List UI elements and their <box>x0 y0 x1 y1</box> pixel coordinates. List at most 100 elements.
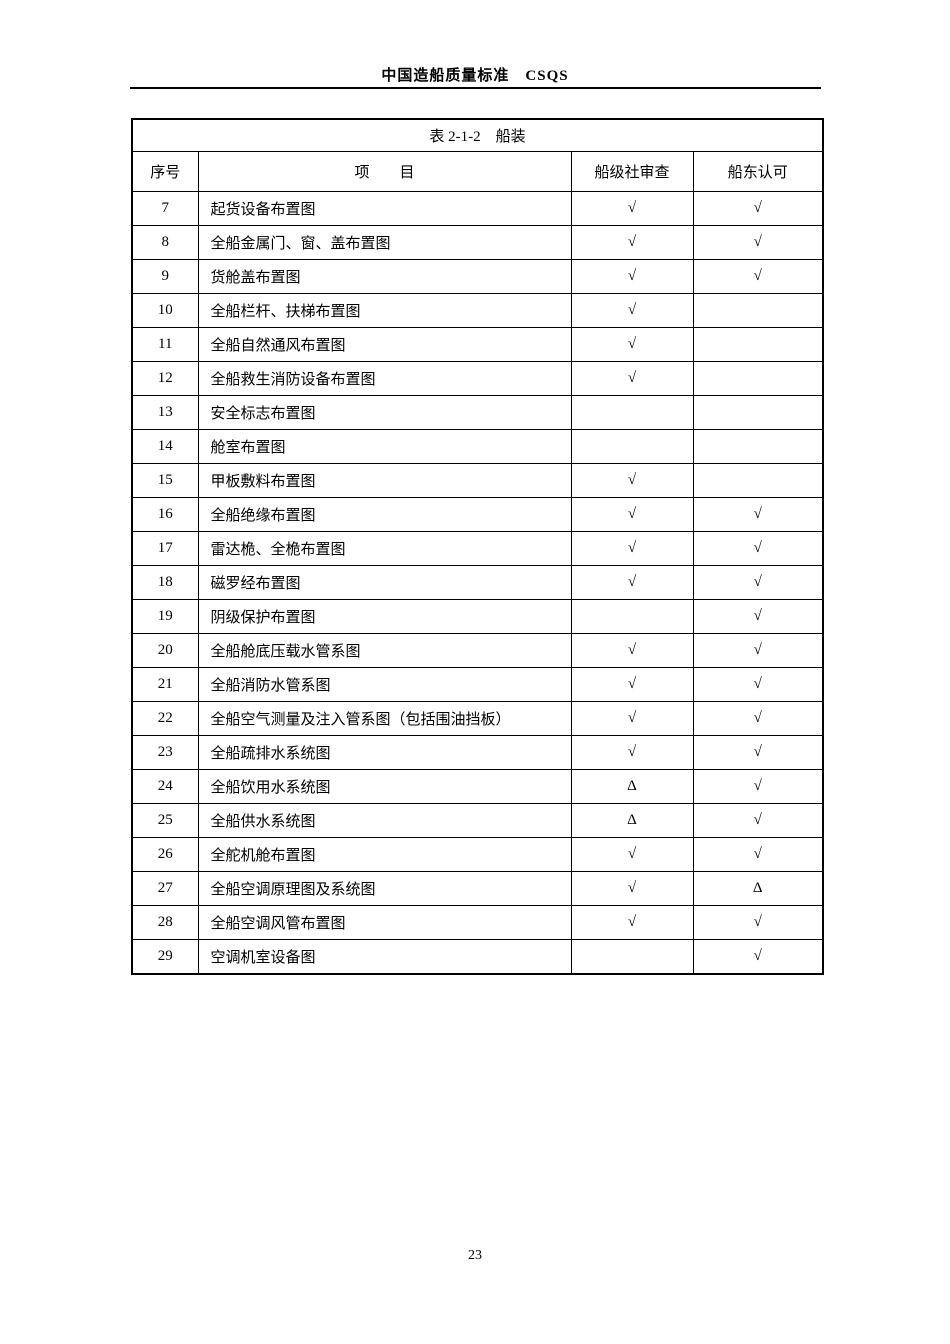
table-row: 28 全船空调风管布置图 √ √ <box>131 905 824 940</box>
item-cell: 全船金属门、窗、盖布置图 <box>197 225 572 260</box>
row-number-cell: 22 <box>131 701 199 736</box>
row-number-cell: 27 <box>131 871 199 906</box>
owner-approval-cell: √ <box>692 905 824 940</box>
class-review-cell: √ <box>570 633 694 668</box>
item-cell: 全舵机舱布置图 <box>197 837 572 872</box>
item-cell: 雷达桅、全桅布置图 <box>197 531 572 566</box>
item-cell: 空调机室设备图 <box>197 939 572 975</box>
class-review-cell: √ <box>570 225 694 260</box>
table-row: 25 全船供水系统图 Δ √ <box>131 803 824 838</box>
row-number-cell: 11 <box>131 327 199 362</box>
row-number-cell: 23 <box>131 735 199 770</box>
table-header-row: 序号 项 目 船级社审查 船东认可 <box>131 151 824 192</box>
row-number-cell: 7 <box>131 191 199 226</box>
item-cell: 安全标志布置图 <box>197 395 572 430</box>
table-row: 13 安全标志布置图 <box>131 395 824 430</box>
row-number-cell: 21 <box>131 667 199 702</box>
owner-approval-cell: √ <box>692 225 824 260</box>
class-review-cell: Δ <box>570 769 694 804</box>
table-title: 表 2-1-2 船装 <box>131 118 824 152</box>
item-cell: 全船空调原理图及系统图 <box>197 871 572 906</box>
class-review-cell: √ <box>570 259 694 294</box>
ship-outfitting-table: 表 2-1-2 船装 序号 项 目 船级社审查 船东认可 7 起货设备布置图 √… <box>131 118 824 975</box>
row-number-cell: 10 <box>131 293 199 328</box>
document-header-title: 中国造船质量标准 CSQS <box>381 68 569 84</box>
owner-approval-cell: √ <box>692 497 824 532</box>
table-row: 15 甲板敷料布置图 √ <box>131 463 824 498</box>
owner-approval-cell: √ <box>692 633 824 668</box>
class-review-cell <box>570 395 694 430</box>
class-review-cell: √ <box>570 463 694 498</box>
item-cell: 全船消防水管系图 <box>197 667 572 702</box>
item-cell: 起货设备布置图 <box>197 191 572 226</box>
row-number-cell: 8 <box>131 225 199 260</box>
table-body: 表 2-1-2 船装 序号 项 目 船级社审查 船东认可 7 起货设备布置图 √… <box>131 118 824 975</box>
row-number-cell: 20 <box>131 633 199 668</box>
item-cell: 甲板敷料布置图 <box>197 463 572 498</box>
table-title-row: 表 2-1-2 船装 <box>131 118 824 152</box>
table-row: 10 全船栏杆、扶梯布置图 √ <box>131 293 824 328</box>
item-cell: 全船舱底压载水管系图 <box>197 633 572 668</box>
owner-approval-cell: √ <box>692 599 824 634</box>
table-row: 21 全船消防水管系图 √ √ <box>131 667 824 702</box>
class-review-cell: √ <box>570 531 694 566</box>
table-row: 8 全船金属门、窗、盖布置图 √ √ <box>131 225 824 260</box>
row-number-cell: 16 <box>131 497 199 532</box>
table-row: 27 全船空调原理图及系统图 √ Δ <box>131 871 824 906</box>
owner-approval-cell <box>692 429 824 464</box>
item-cell: 全船自然通风布置图 <box>197 327 572 362</box>
owner-approval-cell: √ <box>692 735 824 770</box>
class-review-cell <box>570 599 694 634</box>
item-cell: 舱室布置图 <box>197 429 572 464</box>
item-cell: 全船疏排水系统图 <box>197 735 572 770</box>
owner-approval-cell: √ <box>692 191 824 226</box>
item-cell: 全船空调风管布置图 <box>197 905 572 940</box>
row-number-cell: 9 <box>131 259 199 294</box>
item-cell: 全船救生消防设备布置图 <box>197 361 572 396</box>
row-number-cell: 28 <box>131 905 199 940</box>
row-number-cell: 26 <box>131 837 199 872</box>
table-row: 7 起货设备布置图 √ √ <box>131 191 824 226</box>
table-row: 23 全船疏排水系统图 √ √ <box>131 735 824 770</box>
row-number-cell: 15 <box>131 463 199 498</box>
item-cell: 全船绝缘布置图 <box>197 497 572 532</box>
row-number-cell: 24 <box>131 769 199 804</box>
row-number-cell: 19 <box>131 599 199 634</box>
row-number-cell: 12 <box>131 361 199 396</box>
owner-approval-cell: Δ <box>692 871 824 906</box>
owner-approval-cell <box>692 293 824 328</box>
item-cell: 阴级保护布置图 <box>197 599 572 634</box>
table-row: 9 货舱盖布置图 √ √ <box>131 259 824 294</box>
header-divider-line <box>130 87 821 89</box>
page-number: 23 <box>468 1248 482 1263</box>
table-row: 16 全船绝缘布置图 √ √ <box>131 497 824 532</box>
item-cell: 货舱盖布置图 <box>197 259 572 294</box>
class-review-cell: √ <box>570 293 694 328</box>
owner-approval-cell: √ <box>692 667 824 702</box>
item-cell: 全船空气测量及注入管系图（包括围油挡板） <box>197 701 572 736</box>
class-review-cell: √ <box>570 667 694 702</box>
table-row: 12 全船救生消防设备布置图 √ <box>131 361 824 396</box>
table-row: 22 全船空气测量及注入管系图（包括围油挡板） √ √ <box>131 701 824 736</box>
owner-approval-cell: √ <box>692 769 824 804</box>
item-cell: 全船供水系统图 <box>197 803 572 838</box>
class-review-cell: √ <box>570 701 694 736</box>
class-review-cell: √ <box>570 905 694 940</box>
table-row: 14 舱室布置图 <box>131 429 824 464</box>
table-row: 26 全舵机舱布置图 √ √ <box>131 837 824 872</box>
class-review-cell: √ <box>570 191 694 226</box>
owner-approval-cell <box>692 463 824 498</box>
table-row: 19 阴级保护布置图 √ <box>131 599 824 634</box>
owner-approval-cell <box>692 395 824 430</box>
class-review-cell: √ <box>570 497 694 532</box>
owner-approval-cell <box>692 361 824 396</box>
row-number-cell: 29 <box>131 939 199 975</box>
table-row: 17 雷达桅、全桅布置图 √ √ <box>131 531 824 566</box>
owner-approval-cell <box>692 327 824 362</box>
class-review-cell: √ <box>570 327 694 362</box>
table-row: 20 全船舱底压载水管系图 √ √ <box>131 633 824 668</box>
class-review-cell: √ <box>570 735 694 770</box>
column-header-owner-approval: 船东认可 <box>692 151 824 192</box>
owner-approval-cell: √ <box>692 259 824 294</box>
